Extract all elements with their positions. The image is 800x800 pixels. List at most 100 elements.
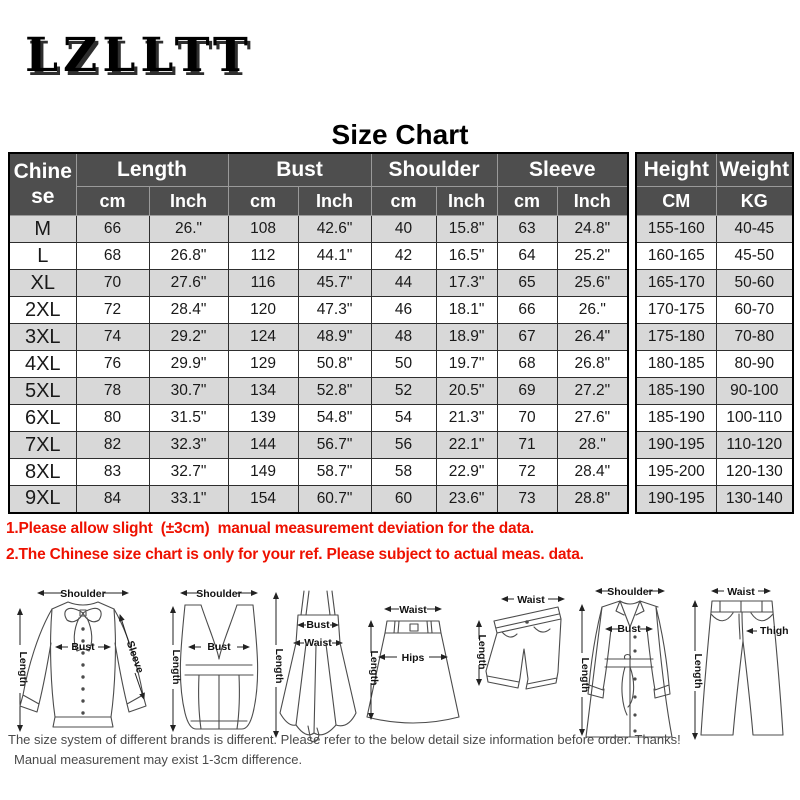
header-weight: Weight: [715, 152, 794, 187]
value-cell: 26.4": [556, 323, 629, 351]
header-shoulder: Shoulder: [370, 152, 498, 187]
value-cell: 26.": [556, 296, 629, 324]
header-height-cm: CM: [635, 186, 717, 216]
height-cell: 190-195: [635, 485, 717, 513]
header-sleeve-cm: cm: [496, 186, 558, 216]
value-cell: 20.5": [435, 377, 498, 405]
value-cell: 60.7": [297, 485, 372, 513]
value-cell: 76: [75, 350, 150, 378]
weight-cell: 90-100: [715, 377, 794, 405]
value-cell: 69: [496, 377, 558, 405]
weight-cell: 70-80: [715, 323, 794, 351]
hw-row: 190-195 110-120: [635, 431, 794, 459]
size-cell: M: [8, 215, 77, 243]
value-cell: 60: [370, 485, 437, 513]
header-weight-kg: KG: [715, 186, 794, 216]
size-tables: Chine se Length Bust Shoulder Sleeve cm …: [8, 152, 795, 514]
pants-diagram: Waist Thigh Length: [692, 586, 789, 740]
weight-cell: 100-110: [715, 404, 794, 432]
value-cell: 70: [75, 269, 150, 297]
value-cell: 144: [227, 431, 299, 459]
header-sleeve: Sleeve: [496, 152, 629, 187]
value-cell: 42.6": [297, 215, 372, 243]
hw-row: 195-200 120-130: [635, 458, 794, 486]
value-cell: 48: [370, 323, 437, 351]
height-cell: 185-190: [635, 404, 717, 432]
hw-row: 185-190 90-100: [635, 377, 794, 405]
value-cell: 28.4": [556, 458, 629, 486]
value-cell: 72: [496, 458, 558, 486]
vest-length-label: Length: [170, 650, 182, 685]
value-cell: 116: [227, 269, 299, 297]
note-brand-size-difference: The size system of different brands is d…: [8, 732, 681, 747]
height-cell: 180-185: [635, 350, 717, 378]
value-cell: 54: [370, 404, 437, 432]
header-sleeve-inch: Inch: [556, 186, 629, 216]
header-bust-cm: cm: [227, 186, 299, 216]
value-cell: 22.1": [435, 431, 498, 459]
value-cell: 72: [75, 296, 150, 324]
dress-length-label: Length: [273, 649, 285, 684]
value-cell: 149: [227, 458, 299, 486]
header-chinese-line1: Chine: [13, 160, 72, 184]
value-cell: 26.8": [148, 242, 229, 270]
size-row: 5XL 78 30.7" 134 52.8" 52 20.5" 69 27.2": [8, 377, 629, 405]
value-cell: 56: [370, 431, 437, 459]
value-cell: 24.8": [556, 215, 629, 243]
shorts-diagram: Waist Length: [476, 594, 565, 690]
size-table-body: M 66 26." 108 42.6" 40 15.8" 63 24.8" L 68 26.8" 112…: [8, 215, 629, 513]
value-cell: 28.4": [148, 296, 229, 324]
pants-length-label: Length: [692, 654, 704, 689]
value-cell: 28.": [556, 431, 629, 459]
value-cell: 112: [227, 242, 299, 270]
value-cell: 16.5": [435, 242, 498, 270]
value-cell: 27.2": [556, 377, 629, 405]
size-row: 7XL 82 32.3" 144 56.7" 56 22.1" 71 28.": [8, 431, 629, 459]
value-cell: 15.8": [435, 215, 498, 243]
value-cell: 18.9": [435, 323, 498, 351]
value-cell: 154: [227, 485, 299, 513]
value-cell: 30.7": [148, 377, 229, 405]
blouse-diagram: Shoulder Length Bust Sleeve: [17, 588, 147, 732]
value-cell: 124: [227, 323, 299, 351]
value-cell: 74: [75, 323, 150, 351]
dress-waist-label: Waist: [304, 637, 332, 649]
value-cell: 129: [227, 350, 299, 378]
vest-diagram: Shoulder Length Bust: [170, 588, 259, 732]
value-cell: 25.2": [556, 242, 629, 270]
value-cell: 56.7": [297, 431, 372, 459]
size-row: L 68 26.8" 112 44.1" 42 16.5" 64 25.2": [8, 242, 629, 270]
shorts-length-label: Length: [476, 635, 488, 670]
size-cell: 9XL: [8, 485, 77, 513]
size-table: Chine se Length Bust Shoulder Sleeve cm …: [8, 152, 630, 514]
value-cell: 70: [496, 404, 558, 432]
value-cell: 42: [370, 242, 437, 270]
value-cell: 108: [227, 215, 299, 243]
value-cell: 78: [75, 377, 150, 405]
coat-length-label: Length: [579, 658, 591, 693]
pants-thigh-label: Thigh: [760, 625, 789, 637]
value-cell: 46: [370, 296, 437, 324]
blouse-bust-label: Bust: [71, 641, 95, 653]
size-cell: 8XL: [8, 458, 77, 486]
value-cell: 50.8": [297, 350, 372, 378]
slip-dress-diagram: Bust Waist Length: [273, 590, 357, 743]
value-cell: 40: [370, 215, 437, 243]
value-cell: 52.8": [297, 377, 372, 405]
height-weight-table: Height Weight CM KG 155-160 40-45 160-165 4…: [635, 152, 795, 514]
value-cell: 18.1": [435, 296, 498, 324]
value-cell: 134: [227, 377, 299, 405]
garment-measurement-diagrams: Shoulder Length Bust Sleeve Should: [17, 586, 789, 743]
weight-cell: 110-120: [715, 431, 794, 459]
blouse-sleeve-label: Sleeve: [124, 639, 146, 675]
value-cell: 25.6": [556, 269, 629, 297]
value-cell: 64: [496, 242, 558, 270]
header-height: Height: [635, 152, 717, 187]
hw-row: 185-190 100-110: [635, 404, 794, 432]
size-row: 6XL 80 31.5" 139 54.8" 54 21.3" 70 27.6": [8, 404, 629, 432]
weight-cell: 40-45: [715, 215, 794, 243]
size-cell: 5XL: [8, 377, 77, 405]
value-cell: 19.7": [435, 350, 498, 378]
value-cell: 50: [370, 350, 437, 378]
